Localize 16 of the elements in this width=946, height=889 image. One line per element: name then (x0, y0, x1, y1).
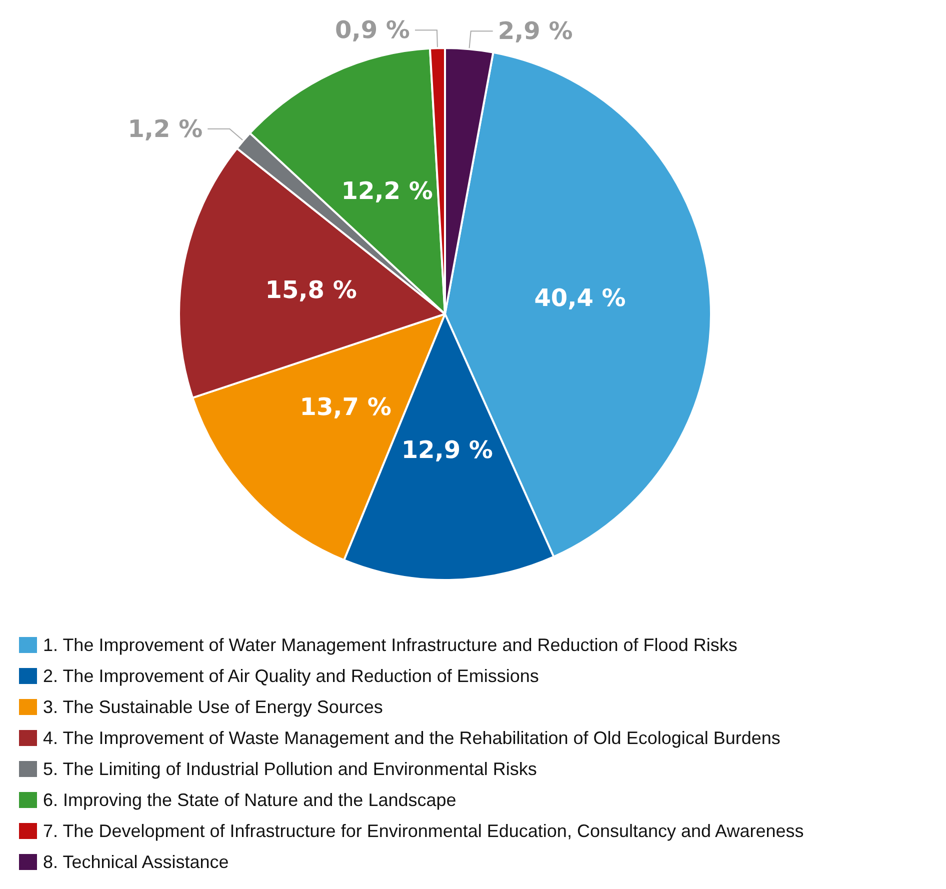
legend-label: 8. Technical Assistance (43, 852, 229, 872)
legend-label: 1. The Improvement of Water Management Infrastructure and Reduction of Flood Risks (43, 635, 738, 655)
legend-label: 3. The Sustainable Use of Energy Sources (43, 697, 383, 717)
data-label: 0,9 % (335, 16, 410, 44)
data-label: 12,9 % (401, 436, 493, 464)
legend-label: 7. The Development of Infrastructure for Environmental Education, Consultancy and Awareness (43, 821, 804, 841)
data-label: 15,8 % (265, 276, 357, 304)
data-label: 2,9 % (498, 17, 573, 46)
legend-label: 2. The Improvement of Air Quality and Reduction of Emissions (43, 666, 539, 686)
legend-label: 5. The Limiting of Industrial Pollution and Environmental Risks (43, 759, 537, 779)
data-label: 1,2 % (128, 114, 203, 143)
legend-label: 4. The Improvement of Waste Management and the Rehabilitation of Old Ecological Burdens (43, 728, 780, 748)
legend-label: 6. Improving the State of Nature and the Landscape (43, 790, 456, 810)
data-label: 40,4 % (534, 284, 626, 312)
data-label: 13,7 % (300, 392, 392, 421)
data-label: 12,2 % (341, 176, 433, 205)
